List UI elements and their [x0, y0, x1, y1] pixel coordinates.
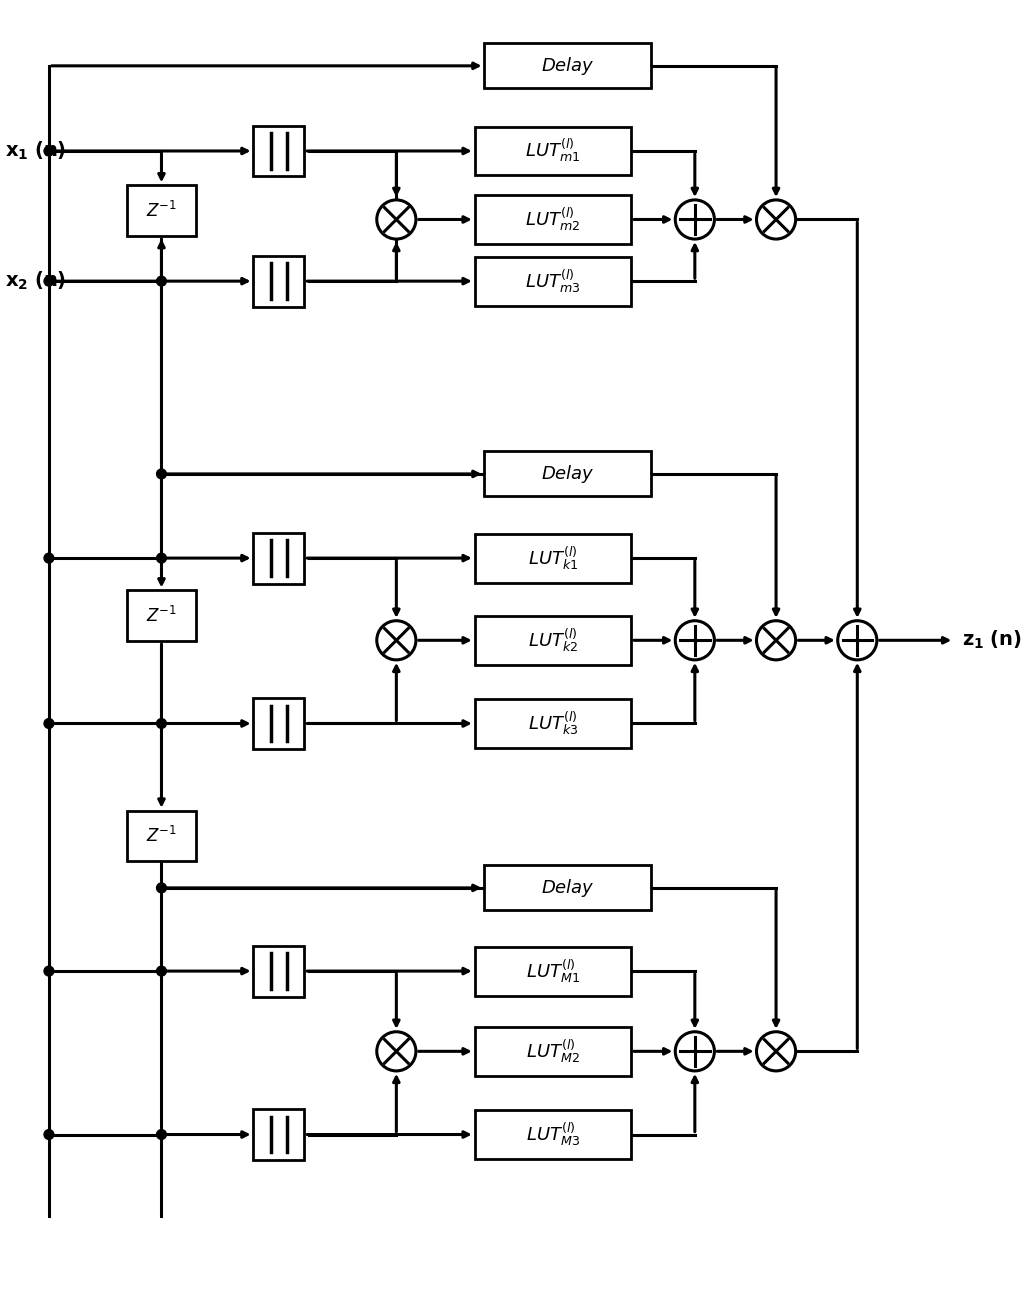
Text: $Z^{-1}$: $Z^{-1}$ — [146, 200, 177, 221]
FancyBboxPatch shape — [474, 256, 631, 306]
FancyBboxPatch shape — [253, 126, 305, 177]
FancyBboxPatch shape — [253, 255, 305, 306]
FancyBboxPatch shape — [474, 698, 631, 748]
FancyBboxPatch shape — [253, 946, 305, 997]
Text: $Z^{-1}$: $Z^{-1}$ — [146, 606, 177, 627]
Circle shape — [44, 718, 54, 729]
Circle shape — [756, 1032, 795, 1071]
Circle shape — [377, 1032, 416, 1071]
Circle shape — [156, 553, 167, 562]
Circle shape — [156, 967, 167, 976]
FancyBboxPatch shape — [128, 590, 196, 641]
FancyBboxPatch shape — [485, 451, 650, 497]
Circle shape — [156, 470, 167, 479]
Text: $\mathit{LUT}_{m3}^{(l)}$: $\mathit{LUT}_{m3}^{(l)}$ — [525, 268, 580, 294]
Text: $\mathbf{x_1}\ \mathbf{(n)}$: $\mathbf{x_1}\ \mathbf{(n)}$ — [5, 140, 66, 162]
Circle shape — [377, 200, 416, 239]
FancyBboxPatch shape — [474, 947, 631, 995]
Text: $\mathit{LUT}_{M2}^{(l)}$: $\mathit{LUT}_{M2}^{(l)}$ — [526, 1037, 580, 1065]
FancyBboxPatch shape — [485, 866, 650, 910]
Text: $\mathbf{x_2}\ \mathbf{(n)}$: $\mathbf{x_2}\ \mathbf{(n)}$ — [5, 269, 66, 292]
Text: $Z^{-1}$: $Z^{-1}$ — [146, 825, 177, 846]
FancyBboxPatch shape — [474, 534, 631, 582]
Circle shape — [156, 1130, 167, 1139]
FancyBboxPatch shape — [253, 532, 305, 583]
Circle shape — [44, 967, 54, 976]
FancyBboxPatch shape — [474, 127, 631, 175]
Circle shape — [756, 621, 795, 659]
FancyBboxPatch shape — [253, 698, 305, 749]
FancyBboxPatch shape — [474, 616, 631, 664]
Circle shape — [44, 276, 54, 286]
FancyBboxPatch shape — [474, 1110, 631, 1159]
Text: $\mathit{Delay}$: $\mathit{Delay}$ — [540, 55, 595, 77]
Text: $\mathit{LUT}_{k1}^{(l)}$: $\mathit{LUT}_{k1}^{(l)}$ — [528, 544, 578, 572]
Circle shape — [44, 146, 54, 156]
Text: $\mathit{LUT}_{m2}^{(l)}$: $\mathit{LUT}_{m2}^{(l)}$ — [526, 205, 580, 233]
Text: $\mathbf{z_1}\ \mathbf{(n)}$: $\mathbf{z_1}\ \mathbf{(n)}$ — [962, 629, 1022, 651]
Text: $\mathit{Delay}$: $\mathit{Delay}$ — [540, 876, 595, 899]
Circle shape — [377, 621, 416, 659]
Circle shape — [44, 1130, 54, 1139]
FancyBboxPatch shape — [128, 186, 196, 237]
Circle shape — [675, 1032, 714, 1071]
Circle shape — [156, 276, 167, 286]
Circle shape — [156, 883, 167, 893]
Circle shape — [838, 621, 877, 659]
Circle shape — [675, 200, 714, 239]
FancyBboxPatch shape — [253, 1109, 305, 1160]
FancyBboxPatch shape — [128, 811, 196, 862]
Text: $\mathit{LUT}_{k3}^{(l)}$: $\mathit{LUT}_{k3}^{(l)}$ — [528, 710, 578, 738]
Text: $\mathit{LUT}_{k2}^{(l)}$: $\mathit{LUT}_{k2}^{(l)}$ — [528, 627, 578, 654]
Text: $\mathit{LUT}_{M3}^{(l)}$: $\mathit{LUT}_{M3}^{(l)}$ — [526, 1121, 580, 1148]
Text: $\mathit{LUT}_{m1}^{(l)}$: $\mathit{LUT}_{m1}^{(l)}$ — [525, 137, 580, 165]
FancyBboxPatch shape — [474, 195, 631, 245]
Circle shape — [756, 200, 795, 239]
Circle shape — [675, 621, 714, 659]
Circle shape — [156, 718, 167, 729]
Text: $\mathit{LUT}_{M1}^{(l)}$: $\mathit{LUT}_{M1}^{(l)}$ — [526, 957, 580, 985]
Circle shape — [44, 553, 54, 562]
FancyBboxPatch shape — [485, 43, 650, 89]
FancyBboxPatch shape — [474, 1027, 631, 1075]
Text: $\mathit{Delay}$: $\mathit{Delay}$ — [540, 463, 595, 485]
